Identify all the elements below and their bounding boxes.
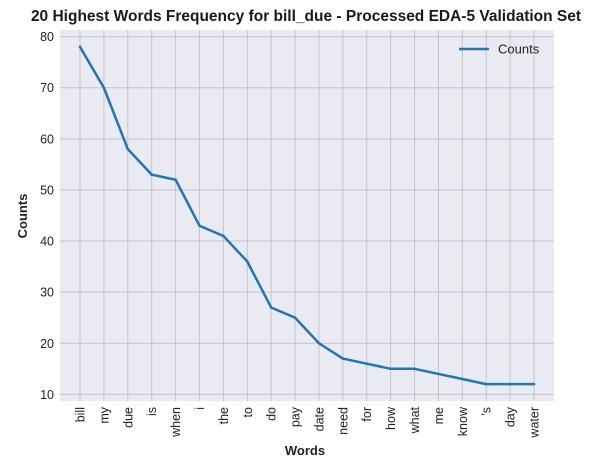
grid <box>60 30 554 401</box>
x-tick-label: do <box>265 407 279 421</box>
data-point <box>365 362 368 365</box>
x-tick-label: i <box>193 407 207 410</box>
data-point <box>78 45 82 49</box>
data-point <box>174 178 177 181</box>
x-tick-label: bill <box>74 407 88 422</box>
data-point <box>317 342 321 345</box>
x-tick-label: the <box>217 407 231 424</box>
chart-title: 20 Highest Words Frequency for bill_due … <box>31 8 581 25</box>
data-point <box>484 382 488 386</box>
x-tick-label: know <box>456 406 470 436</box>
x-tick-label: what <box>408 406 422 434</box>
x-axis-label: Words <box>285 443 325 458</box>
data-point <box>437 372 440 376</box>
x-tick-label: date <box>312 407 326 431</box>
data-point <box>413 367 416 371</box>
y-tick-label: 70 <box>40 81 54 95</box>
data-point <box>150 173 153 176</box>
data-point <box>508 382 512 386</box>
plot-area <box>60 30 554 401</box>
data-point <box>532 382 536 386</box>
y-axis-label: Counts <box>15 194 30 239</box>
series-layer <box>78 45 536 386</box>
y-tick-label: 60 <box>40 132 54 146</box>
x-tick-label: need <box>336 407 350 435</box>
x-tick-label: water <box>528 407 542 439</box>
data-point <box>341 357 345 360</box>
x-tick-label: pay <box>289 406 303 427</box>
y-axis-ticks: 10 20 30 40 50 60 70 80 <box>40 30 54 402</box>
x-tick-label: is <box>145 407 159 416</box>
x-tick-label: day <box>504 406 518 427</box>
y-tick-label: 10 <box>40 388 54 402</box>
data-point <box>198 224 201 227</box>
data-point <box>269 306 273 309</box>
x-axis-ticks: bill my due is when i the to do pay date need for how… <box>74 406 542 439</box>
y-tick-label: 40 <box>40 235 54 249</box>
x-tick-label: how <box>384 406 398 430</box>
x-tick-label: due <box>121 407 135 428</box>
x-tick-label: when <box>169 407 183 438</box>
y-tick-label: 20 <box>40 337 54 351</box>
data-point <box>246 260 249 263</box>
y-tick-label: 50 <box>40 183 54 197</box>
x-tick-label: to <box>241 407 255 417</box>
data-point <box>389 367 392 371</box>
x-tick-label: my <box>97 406 111 423</box>
y-tick-label: 80 <box>40 30 54 44</box>
legend: Counts <box>459 42 540 57</box>
data-point <box>461 377 464 381</box>
data-point <box>293 316 297 319</box>
x-tick-label: 's <box>480 407 494 416</box>
x-tick-label: for <box>360 407 374 422</box>
x-tick-label: me <box>432 407 446 424</box>
series-line <box>78 45 536 386</box>
data-point <box>126 147 130 151</box>
data-point <box>102 86 106 89</box>
legend-label-counts: Counts <box>498 42 540 57</box>
data-point <box>222 234 225 238</box>
y-tick-label: 30 <box>40 286 54 300</box>
